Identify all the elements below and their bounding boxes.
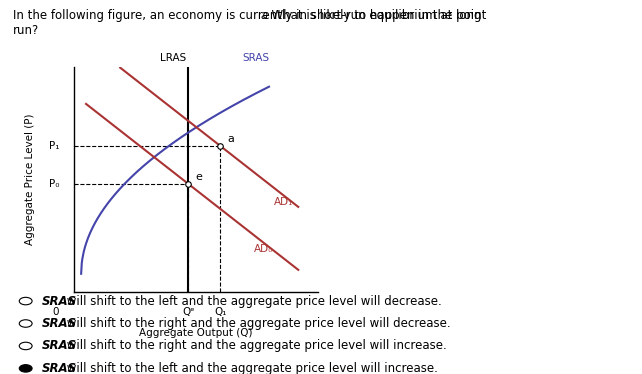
Text: SRAS: SRAS	[242, 53, 269, 63]
Text: AD₁: AD₁	[274, 197, 293, 207]
Text: AD₀: AD₀	[254, 245, 273, 254]
Text: 0: 0	[53, 307, 59, 318]
Text: In the following figure, an economy is currently in short-run equilibrium at poi: In the following figure, an economy is c…	[13, 9, 490, 22]
Text: SRAS: SRAS	[42, 340, 77, 352]
Text: P₁: P₁	[49, 141, 59, 151]
Text: Aggregate Price Level (P): Aggregate Price Level (P)	[25, 114, 35, 245]
Text: run?: run?	[13, 24, 39, 37]
Text: LRAS: LRAS	[160, 53, 186, 63]
Text: Aggregate Output (Q): Aggregate Output (Q)	[139, 328, 252, 338]
Text: P₀: P₀	[49, 179, 59, 189]
Text: a: a	[227, 134, 234, 144]
Text: a: a	[261, 9, 268, 22]
Text: e: e	[196, 172, 203, 182]
Text: Q₁: Q₁	[214, 307, 227, 318]
Text: will shift to the right and the aggregate price level will increase.: will shift to the right and the aggregat…	[63, 340, 447, 352]
Text: will shift to the right and the aggregate price level will decrease.: will shift to the right and the aggregat…	[63, 317, 451, 330]
Text: SRAS: SRAS	[42, 295, 77, 307]
Text: SRAS: SRAS	[42, 317, 77, 330]
Text: will shift to the left and the aggregate price level will increase.: will shift to the left and the aggregate…	[63, 362, 438, 374]
Text: SRAS: SRAS	[42, 362, 77, 374]
Text: Qᵉ: Qᵉ	[182, 307, 195, 318]
Text: . What is likely to happen in the long: . What is likely to happen in the long	[265, 9, 482, 22]
Text: will shift to the left and the aggregate price level will decrease.: will shift to the left and the aggregate…	[63, 295, 442, 307]
